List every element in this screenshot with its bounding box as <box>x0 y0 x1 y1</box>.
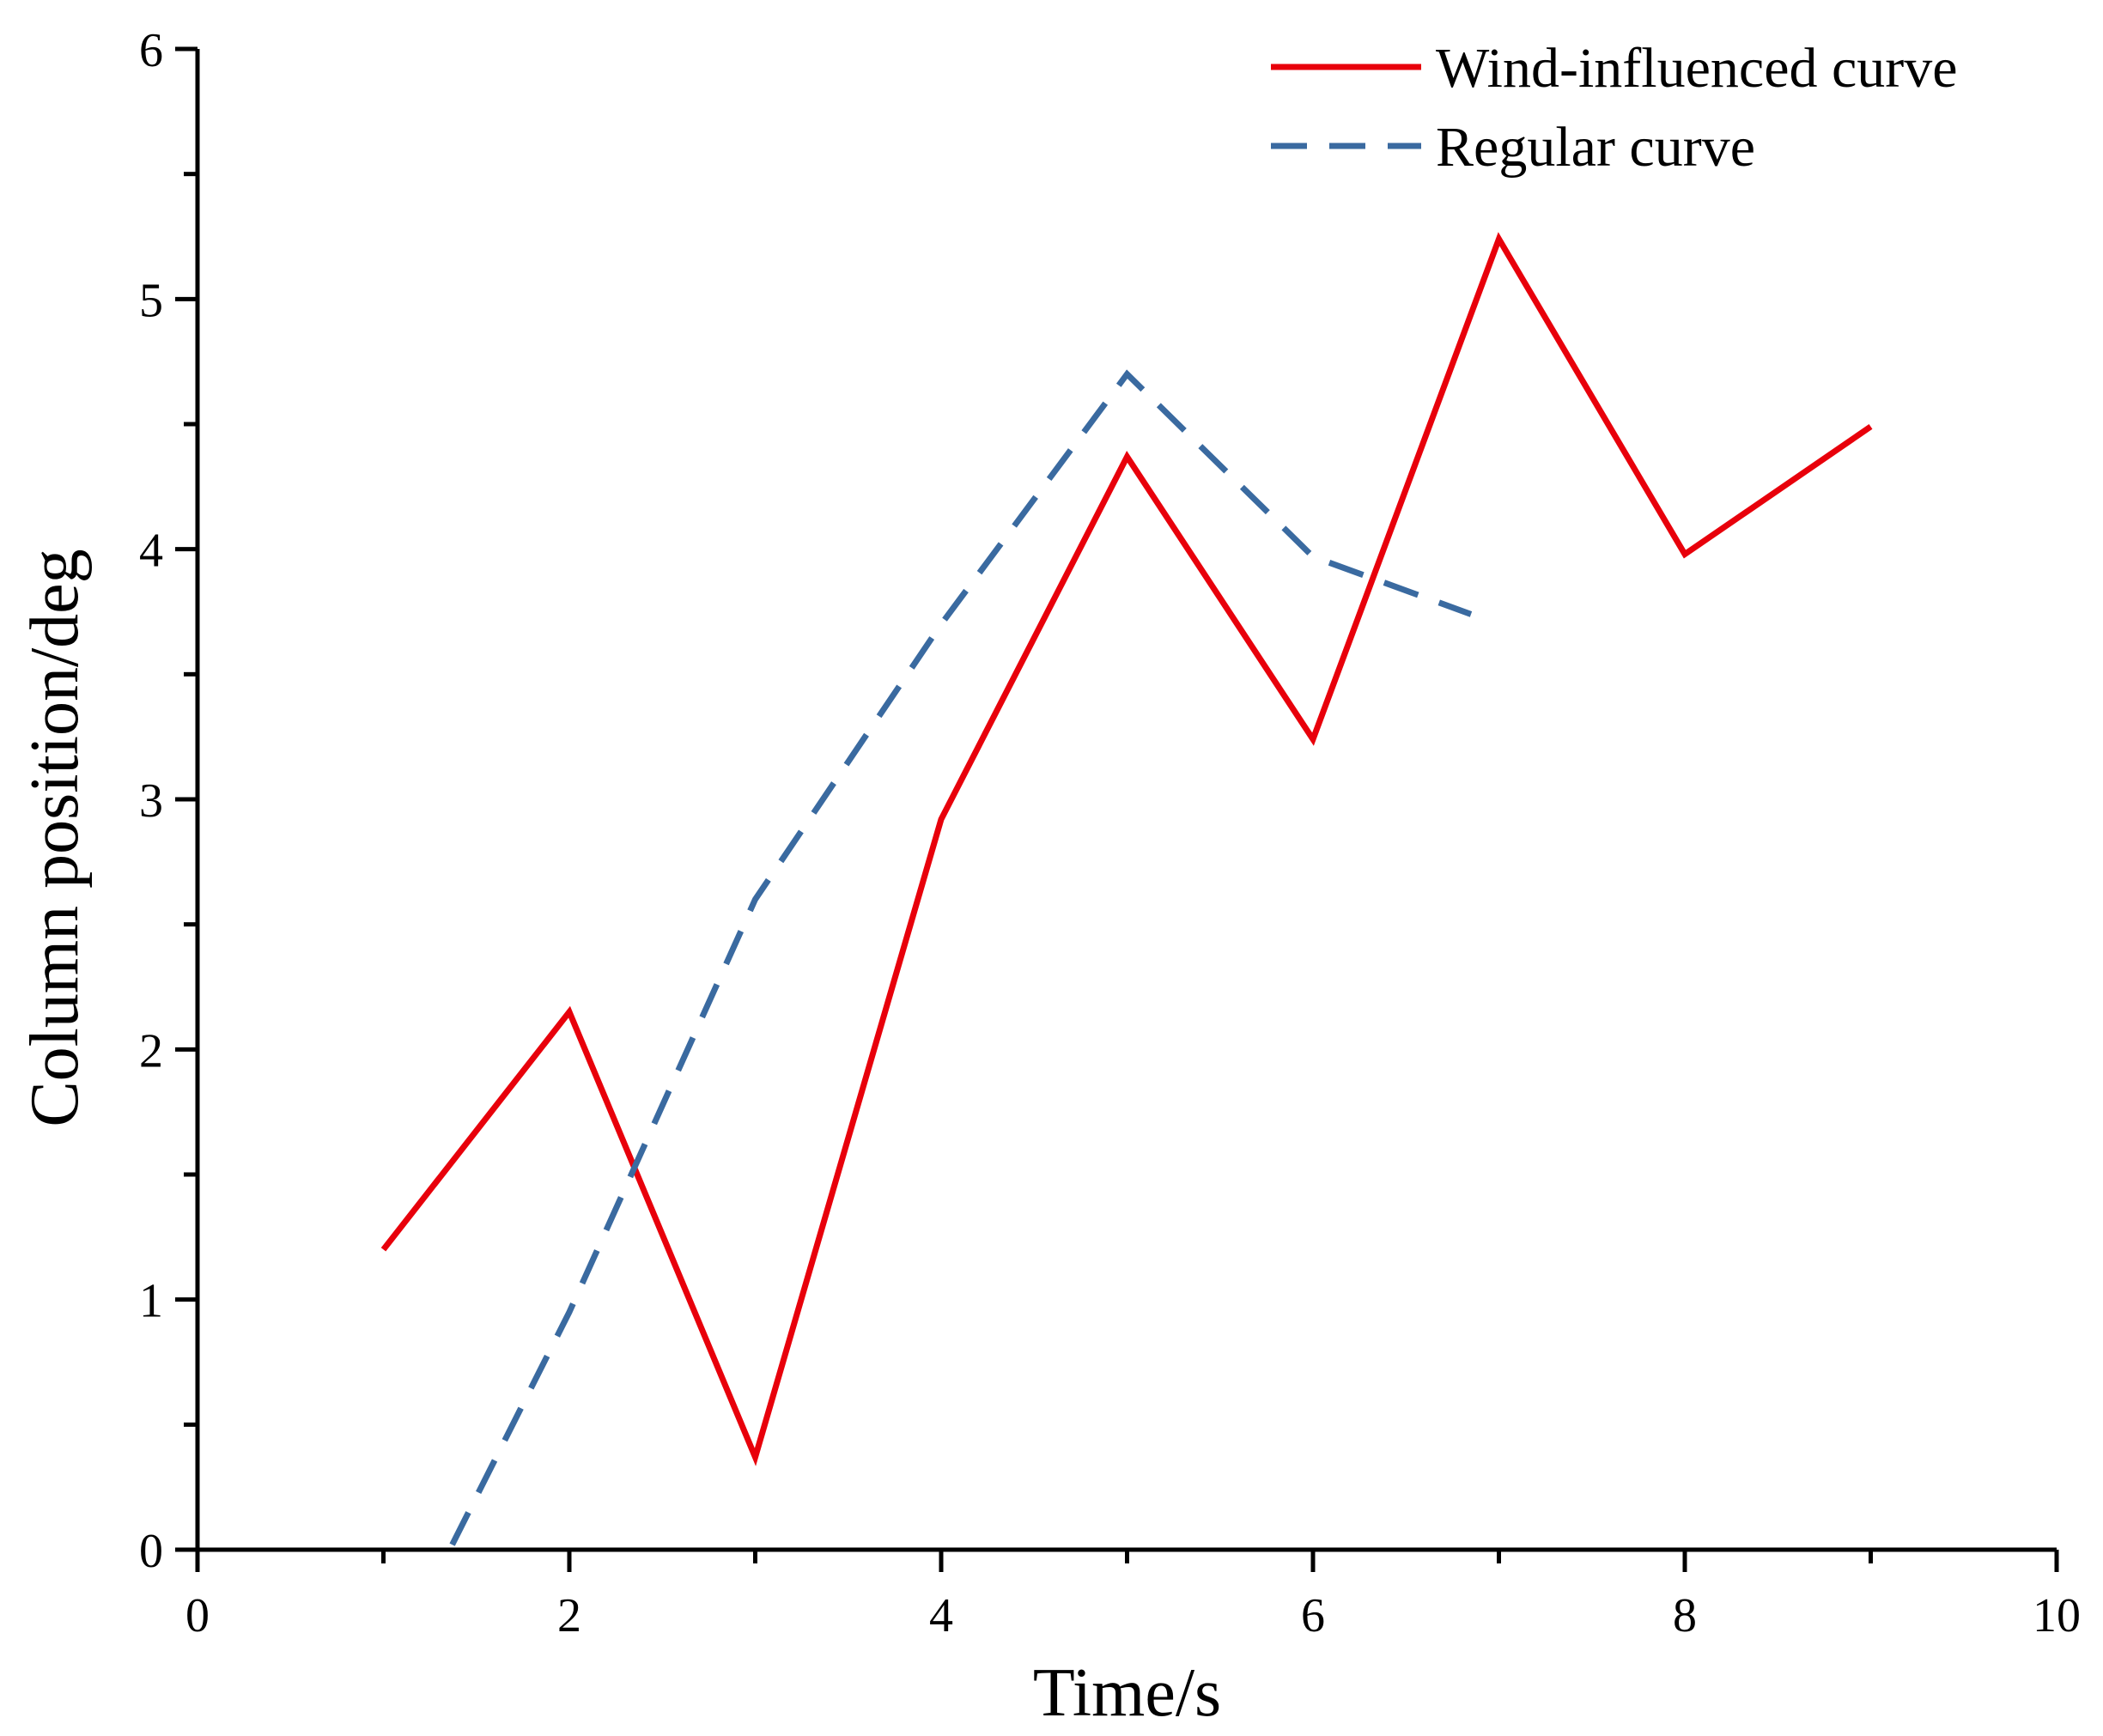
series-layer <box>380 232 1873 1546</box>
legend: Wind-influenced curve Regular curve <box>1271 37 1958 179</box>
y-tick-label: 0 <box>139 1525 163 1578</box>
legend-label-1: Wind-influenced curve <box>1436 37 1958 100</box>
x-tick-label: 2 <box>557 1589 581 1642</box>
x-tick-label: 10 <box>2033 1589 2081 1642</box>
y-tick-label: 6 <box>139 24 163 77</box>
y-tick-label: 2 <box>139 1024 163 1077</box>
y-tick-label: 5 <box>139 274 163 327</box>
series-line-1 <box>380 232 1873 1466</box>
x-tick-label: 0 <box>185 1589 210 1642</box>
x-axis-title: Time/s <box>1033 1655 1221 1731</box>
y-tick-label: 1 <box>139 1275 163 1328</box>
ticks-layer: 0 2 4 6 8 10 0 1 2 3 4 5 6 <box>139 24 2081 1642</box>
y-tick-label: 3 <box>139 774 163 828</box>
legend-label-2: Regular curve <box>1436 116 1755 179</box>
x-tick-label: 8 <box>1673 1589 1697 1642</box>
series-line-2 <box>449 369 1473 1546</box>
x-tick-label: 4 <box>929 1589 953 1642</box>
x-tick-label: 6 <box>1301 1589 1325 1642</box>
y-tick-label: 4 <box>139 525 163 578</box>
y-axis-title: Column position/deg <box>17 549 93 1126</box>
